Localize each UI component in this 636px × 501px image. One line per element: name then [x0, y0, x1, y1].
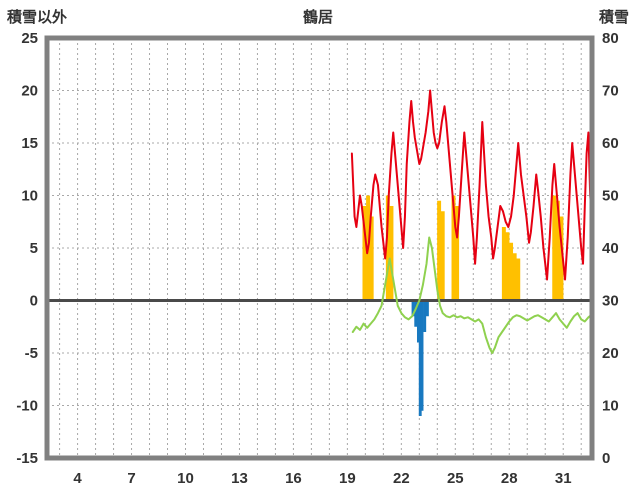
yellow-bars-bar — [509, 242, 514, 301]
yellow-bars-bar — [552, 195, 557, 301]
left-axis-tick: -5 — [25, 345, 38, 362]
yellow-bars-bar — [516, 258, 521, 301]
yellow-bars-bar — [362, 206, 367, 301]
x-axis-tick: 22 — [393, 470, 410, 487]
x-axis-tick: 7 — [127, 470, 135, 487]
right-axis-tick: 0 — [602, 450, 610, 467]
blue-bars-bar — [425, 300, 429, 317]
x-axis-tick: 13 — [231, 470, 248, 487]
left-axis-tick: 20 — [21, 83, 38, 100]
green-line — [351, 236, 593, 354]
x-axis-tick: 10 — [177, 470, 194, 487]
yellow-bars-bar — [369, 216, 374, 301]
right-axis-tick: 30 — [602, 293, 619, 310]
yellow-bars-bar — [385, 195, 390, 301]
yellow-bars-bar — [440, 211, 445, 301]
yellow-bars-bar — [389, 206, 394, 301]
x-axis-tick: 19 — [339, 470, 356, 487]
right-axis-tick: 40 — [602, 240, 619, 257]
blue-bars-bar — [414, 300, 418, 327]
right-axis-tick: 10 — [602, 398, 619, 415]
blue-bars-bar — [423, 300, 427, 332]
right-axis-title: 積雪 — [598, 8, 629, 26]
yellow-bars-bar — [512, 253, 517, 301]
yellow-bars-bar — [505, 232, 510, 301]
right-axis-tick: 80 — [602, 30, 619, 47]
yellow-bars-bar — [451, 195, 456, 301]
right-axis-tick: 20 — [602, 345, 619, 362]
left-axis-tick: -10 — [16, 398, 38, 415]
blue-bars-bar — [420, 300, 424, 411]
yellow-bars-bar — [455, 206, 460, 301]
left-axis-title: 積雪以外 — [6, 8, 67, 26]
yellow-bars-bar — [555, 200, 560, 301]
x-axis-tick: 31 — [555, 470, 572, 487]
blue-bars-bar — [418, 300, 422, 416]
left-axis-tick: -15 — [16, 450, 38, 467]
x-axis-tick: 16 — [285, 470, 302, 487]
red-line — [350, 89, 593, 281]
plot-frame — [44, 35, 595, 461]
chart-title: 鶴居 — [303, 8, 333, 26]
blue-bars-bar — [411, 300, 415, 317]
right-axis-tick: 50 — [602, 188, 619, 205]
yellow-bars-bar — [559, 216, 564, 301]
right-axis-tick: 70 — [602, 83, 619, 100]
x-axis-tick: 4 — [73, 470, 82, 487]
left-axis-tick: 25 — [21, 30, 38, 47]
left-axis-tick: 0 — [30, 293, 38, 310]
left-axis-tick: 5 — [30, 240, 38, 257]
right-axis-tick: 60 — [602, 135, 619, 152]
blue-bars-bar — [416, 300, 420, 343]
yellow-bars-bar — [501, 227, 506, 301]
yellow-bars-bar — [437, 200, 442, 301]
x-axis-tick: 28 — [501, 470, 518, 487]
left-axis-tick: 15 — [21, 135, 38, 152]
left-axis-tick: 10 — [21, 188, 38, 205]
x-axis-tick: 25 — [447, 470, 464, 487]
